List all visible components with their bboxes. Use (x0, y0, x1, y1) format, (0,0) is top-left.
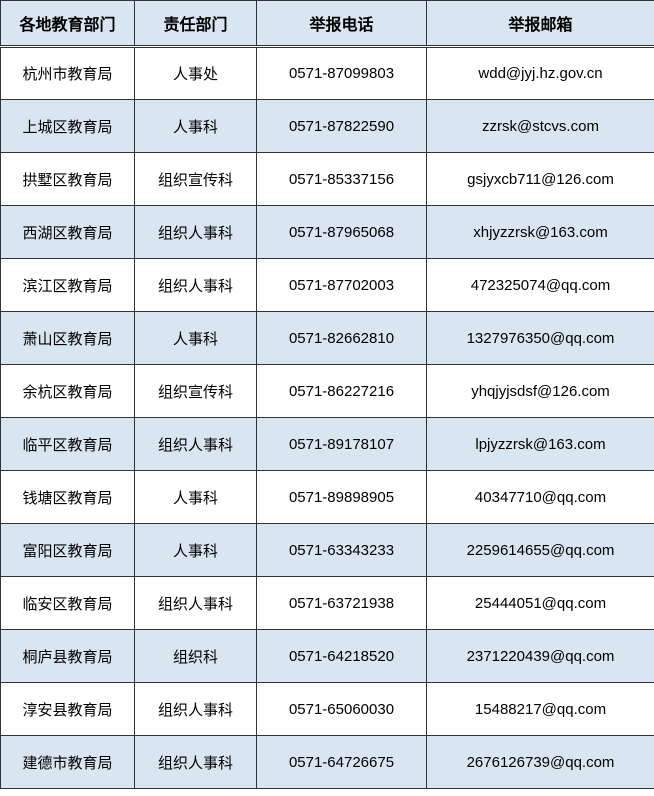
table-row: 拱墅区教育局组织宣传科0571-85337156gsjyxcb711@126.c… (1, 153, 654, 206)
cell-email: 25444051@qq.com (427, 577, 654, 630)
cell-resp: 组织人事科 (135, 577, 257, 630)
cell-email: 2259614655@qq.com (427, 524, 654, 577)
cell-email: lpjyzzrsk@163.com (427, 418, 654, 471)
cell-phone: 0571-86227216 (257, 365, 427, 418)
cell-dept: 钱塘区教育局 (1, 471, 135, 524)
header-phone: 举报电话 (257, 1, 427, 47)
cell-dept: 临安区教育局 (1, 577, 135, 630)
header-email: 举报邮箱 (427, 1, 654, 47)
table-row: 萧山区教育局人事科0571-826628101327976350@qq.com (1, 312, 654, 365)
cell-resp: 组织人事科 (135, 418, 257, 471)
cell-resp: 人事科 (135, 524, 257, 577)
cell-dept: 余杭区教育局 (1, 365, 135, 418)
table-row: 西湖区教育局组织人事科0571-87965068xhjyzzrsk@163.co… (1, 206, 654, 259)
cell-resp: 组织人事科 (135, 736, 257, 789)
table-row: 临安区教育局组织人事科0571-6372193825444051@qq.com (1, 577, 654, 630)
cell-email: zzrsk@stcvs.com (427, 100, 654, 153)
table-row: 余杭区教育局组织宣传科0571-86227216yhqjyjsdsf@126.c… (1, 365, 654, 418)
cell-dept: 萧山区教育局 (1, 312, 135, 365)
cell-phone: 0571-63721938 (257, 577, 427, 630)
cell-phone: 0571-82662810 (257, 312, 427, 365)
table-row: 滨江区教育局组织人事科0571-87702003472325074@qq.com (1, 259, 654, 312)
cell-phone: 0571-87099803 (257, 47, 427, 100)
cell-email: 40347710@qq.com (427, 471, 654, 524)
cell-resp: 人事科 (135, 471, 257, 524)
header-resp: 责任部门 (135, 1, 257, 47)
table-row: 桐庐县教育局组织科0571-642185202371220439@qq.com (1, 630, 654, 683)
cell-email: yhqjyjsdsf@126.com (427, 365, 654, 418)
cell-dept: 桐庐县教育局 (1, 630, 135, 683)
cell-phone: 0571-85337156 (257, 153, 427, 206)
cell-dept: 建德市教育局 (1, 736, 135, 789)
header-dept: 各地教育部门 (1, 1, 135, 47)
table-header-row: 各地教育部门 责任部门 举报电话 举报邮箱 (1, 1, 654, 47)
cell-phone: 0571-89898905 (257, 471, 427, 524)
cell-resp: 人事科 (135, 312, 257, 365)
table-row: 杭州市教育局人事处0571-87099803wdd@jyj.hz.gov.cn (1, 47, 654, 100)
table-row: 临平区教育局组织人事科0571-89178107lpjyzzrsk@163.co… (1, 418, 654, 471)
cell-resp: 组织人事科 (135, 206, 257, 259)
cell-dept: 滨江区教育局 (1, 259, 135, 312)
cell-email: 2371220439@qq.com (427, 630, 654, 683)
cell-email: 1327976350@qq.com (427, 312, 654, 365)
cell-phone: 0571-64726675 (257, 736, 427, 789)
cell-phone: 0571-63343233 (257, 524, 427, 577)
cell-phone: 0571-87702003 (257, 259, 427, 312)
cell-email: xhjyzzrsk@163.com (427, 206, 654, 259)
cell-resp: 组织宣传科 (135, 365, 257, 418)
table-row: 建德市教育局组织人事科0571-647266752676126739@qq.co… (1, 736, 654, 789)
cell-dept: 富阳区教育局 (1, 524, 135, 577)
cell-phone: 0571-64218520 (257, 630, 427, 683)
cell-dept: 淳安县教育局 (1, 683, 135, 736)
table-row: 富阳区教育局人事科0571-633432332259614655@qq.com (1, 524, 654, 577)
cell-email: gsjyxcb711@126.com (427, 153, 654, 206)
cell-resp: 人事科 (135, 100, 257, 153)
cell-dept: 上城区教育局 (1, 100, 135, 153)
table-row: 上城区教育局人事科0571-87822590zzrsk@stcvs.com (1, 100, 654, 153)
cell-dept: 拱墅区教育局 (1, 153, 135, 206)
contacts-table: 各地教育部门 责任部门 举报电话 举报邮箱 杭州市教育局人事处0571-8709… (0, 0, 654, 789)
cell-resp: 人事处 (135, 47, 257, 100)
cell-email: 2676126739@qq.com (427, 736, 654, 789)
cell-resp: 组织科 (135, 630, 257, 683)
cell-email: 15488217@qq.com (427, 683, 654, 736)
cell-phone: 0571-65060030 (257, 683, 427, 736)
cell-phone: 0571-87965068 (257, 206, 427, 259)
cell-email: 472325074@qq.com (427, 259, 654, 312)
cell-dept: 杭州市教育局 (1, 47, 135, 100)
cell-resp: 组织人事科 (135, 259, 257, 312)
cell-dept: 西湖区教育局 (1, 206, 135, 259)
cell-resp: 组织人事科 (135, 683, 257, 736)
cell-email: wdd@jyj.hz.gov.cn (427, 47, 654, 100)
cell-phone: 0571-87822590 (257, 100, 427, 153)
cell-resp: 组织宣传科 (135, 153, 257, 206)
cell-dept: 临平区教育局 (1, 418, 135, 471)
table-body: 杭州市教育局人事处0571-87099803wdd@jyj.hz.gov.cn上… (1, 47, 654, 789)
table-row: 淳安县教育局组织人事科0571-6506003015488217@qq.com (1, 683, 654, 736)
cell-phone: 0571-89178107 (257, 418, 427, 471)
table-row: 钱塘区教育局人事科0571-8989890540347710@qq.com (1, 471, 654, 524)
